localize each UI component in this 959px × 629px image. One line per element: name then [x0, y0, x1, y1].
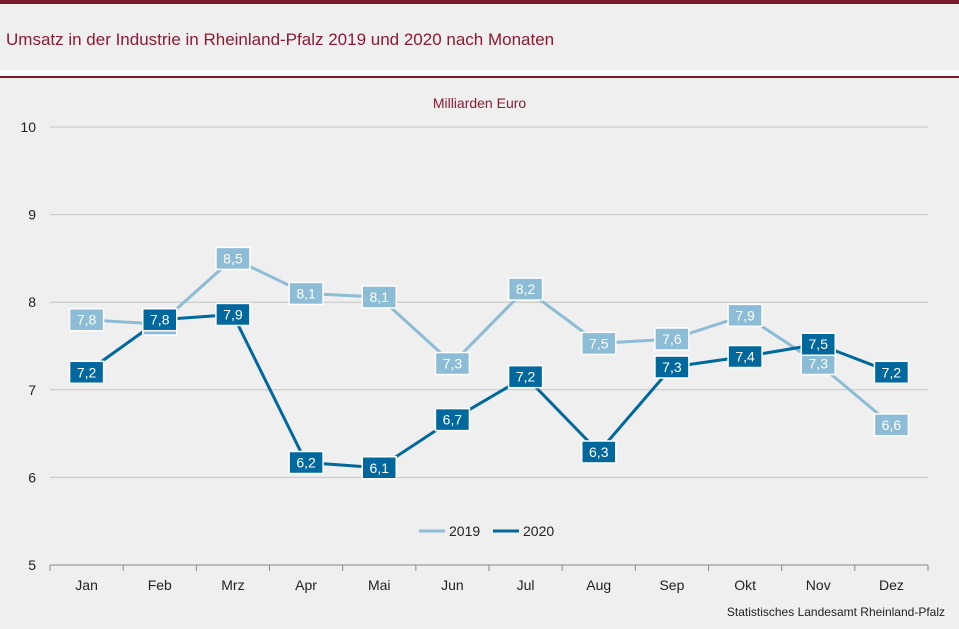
x-tick-label: Feb — [148, 577, 172, 593]
x-tick-label: Okt — [734, 577, 756, 593]
data-label-2019: 8,1 — [370, 289, 390, 305]
data-point-box-2020 — [288, 450, 324, 475]
data-label-2020: 7,2 — [516, 369, 536, 385]
data-point-box-2019 — [215, 246, 251, 271]
x-tick-label: Jul — [517, 577, 535, 593]
legend-label-2019: 2019 — [449, 523, 480, 539]
data-point-box-2020 — [434, 407, 471, 432]
data-point-box-2019 — [68, 307, 105, 332]
x-tick-label: Apr — [295, 577, 317, 593]
x-tick-label: Dez — [879, 577, 904, 593]
y-tick-label: 5 — [28, 557, 36, 573]
data-point-box-2020 — [361, 456, 397, 480]
data-label-2019: 8,5 — [223, 250, 243, 266]
data-label-2019: 8,1 — [296, 285, 316, 301]
data-label-2020: 7,9 — [223, 306, 243, 322]
data-label-2019: 7,9 — [735, 307, 755, 323]
data-label-2020: 7,8 — [150, 312, 170, 328]
data-label-2020: 6,1 — [370, 460, 390, 476]
data-label-2020: 6,3 — [589, 444, 609, 460]
data-point-box-2020 — [873, 360, 910, 385]
data-point-box-2020 — [727, 344, 763, 369]
data-point-box-2020 — [581, 440, 617, 464]
data-label-2019: 7,6 — [662, 331, 682, 347]
data-label-2019: 6,6 — [882, 417, 902, 433]
data-point-box-2019 — [288, 281, 324, 306]
data-label-2020: 7,4 — [735, 349, 755, 365]
series-line-2020 — [85, 312, 892, 470]
data-point-box-2020 — [800, 332, 836, 356]
x-tick-label: Aug — [586, 577, 611, 593]
x-tick-label: Mai — [368, 577, 391, 593]
x-tick-label: Jan — [75, 577, 98, 593]
data-point-box-2019 — [654, 327, 690, 351]
data-point-box-2020 — [142, 307, 178, 332]
y-tick-label: 9 — [28, 207, 36, 223]
series-line-2019 — [86, 256, 893, 426]
y-tick-label: 6 — [28, 469, 36, 485]
data-point-box-2019 — [727, 303, 763, 328]
data-point-box-2019 — [581, 331, 617, 356]
x-tick-label: Sep — [659, 577, 684, 593]
source-note: Statistisches Landesamt Rheinland-Pfalz — [726, 605, 945, 619]
data-label-2019: 7,5 — [589, 335, 609, 351]
x-tick-label: Mrz — [221, 577, 244, 593]
data-label-2020: 7,2 — [77, 364, 97, 380]
header-divider-line — [0, 76, 959, 78]
data-label-2020: 7,3 — [662, 359, 682, 375]
y-unit-label: Milliarden Euro — [432, 95, 527, 111]
data-label-2019: 7,3 — [443, 356, 463, 372]
y-tick-label: 10 — [20, 119, 36, 135]
data-label-2020: 6,7 — [443, 412, 463, 428]
x-tick-label: Jun — [441, 577, 464, 593]
data-label-2019: 7,8 — [77, 312, 97, 328]
legend-label-2020: 2020 — [523, 523, 554, 539]
data-label-2020: 6,2 — [296, 455, 316, 471]
header-divider — [0, 70, 959, 76]
top-accent-bar — [0, 0, 959, 4]
data-point-box-2020 — [654, 355, 690, 379]
data-point-box-2020 — [68, 360, 105, 385]
y-tick-label: 7 — [28, 382, 36, 398]
x-tick-label: Nov — [806, 577, 831, 593]
data-point-box-2019 — [873, 413, 910, 437]
data-point-box-2019 — [507, 277, 544, 301]
data-point-box-2019 — [434, 351, 471, 376]
data-label-2019: 8,2 — [516, 281, 536, 297]
data-label-2020: 7,2 — [882, 364, 902, 380]
data-point-box-2020 — [507, 364, 544, 389]
y-tick-label: 8 — [28, 294, 36, 310]
page-title: Umsatz in der Industrie in Rheinland-Pfa… — [6, 30, 555, 49]
data-label-2020: 7,5 — [809, 336, 829, 352]
data-point-box-2019 — [361, 285, 397, 309]
data-label-2019: 7,3 — [809, 356, 829, 372]
data-point-box-2020 — [215, 302, 251, 327]
